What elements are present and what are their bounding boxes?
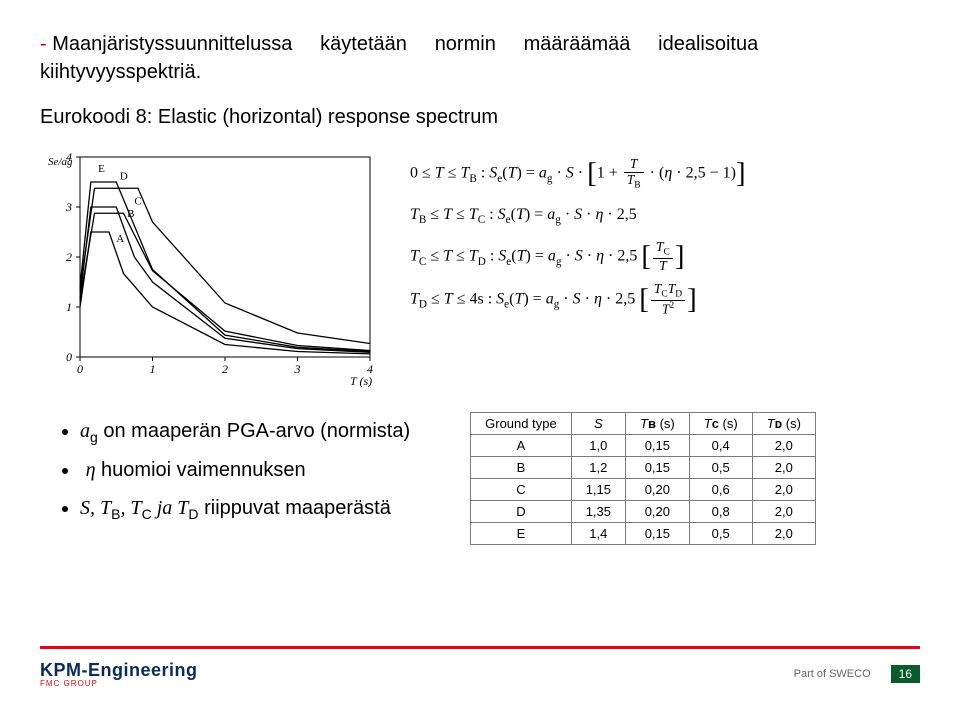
table-cell: 2,0 [752, 435, 815, 457]
table-header-row: Ground type S Tʙ (s) Tᴄ (s) Tᴅ (s) [471, 413, 816, 435]
table-cell: A [471, 435, 572, 457]
intro-line2: kiihtyvyysspektriä. [40, 61, 201, 83]
svg-text:D: D [120, 171, 128, 183]
table-row: B1,20,150,52,0 [471, 457, 816, 479]
table-cell: 0,20 [626, 479, 690, 501]
table-cell: 0,5 [689, 523, 752, 545]
bullet-list: ag on maaperän PGA-arvo (normista) η huo… [40, 412, 410, 527]
svg-text:2: 2 [222, 362, 228, 376]
content-row: 0123401234T (s)Se/agABCDE 0 ≤ T ≤ TB : S… [40, 147, 920, 387]
intro-w4: määräämää [524, 33, 631, 55]
intro-w2: käytetään [320, 33, 407, 55]
table-cell: 2,0 [752, 457, 815, 479]
svg-text:3: 3 [294, 362, 301, 376]
footer-right: Part of SWECO 16 [794, 665, 920, 683]
table-cell: B [471, 457, 572, 479]
svg-text:1: 1 [66, 300, 72, 314]
footer: KPM-Engineering FMC GROUP Part of SWECO … [0, 646, 960, 706]
table-cell: C [471, 479, 572, 501]
th-td: Tᴅ (s) [752, 413, 815, 435]
intro-dash: - [40, 33, 47, 55]
bullet-1: ag on maaperän PGA-arvo (normista) [80, 412, 410, 451]
table-cell: 1,2 [571, 457, 625, 479]
table-cell: 1,15 [571, 479, 625, 501]
ground-type-table: Ground type S Tʙ (s) Tᴄ (s) Tᴅ (s) A1,00… [470, 412, 816, 545]
equations-block: 0 ≤ T ≤ TB : Se(T) = ag · S · [1 + TTB ·… [410, 147, 920, 387]
logo: KPM-Engineering FMC GROUP [40, 660, 198, 688]
table-cell: 2,0 [752, 523, 815, 545]
th-ground: Ground type [471, 413, 572, 435]
th-tc: Tᴄ (s) [689, 413, 752, 435]
table-cell: D [471, 501, 572, 523]
equation-3: TC ≤ T ≤ TD : Se(T) = ag · S · η · 2,5 [… [410, 240, 920, 274]
intro-w3: normin [435, 33, 496, 55]
th-tb: Tʙ (s) [626, 413, 690, 435]
table-cell: 0,6 [689, 479, 752, 501]
equation-4: TD ≤ T ≤ 4s : Se(T) = ag · S · η · 2,5 [… [410, 282, 920, 318]
svg-text:3: 3 [65, 200, 72, 214]
table-cell: 2,0 [752, 501, 815, 523]
intro-w1: Maanjäristyssuunnittelussa [52, 33, 292, 55]
table-cell: 2,0 [752, 479, 815, 501]
footer-line [40, 646, 920, 649]
table-cell: 0,15 [626, 457, 690, 479]
table-row: C1,150,200,62,0 [471, 479, 816, 501]
part-of-text: Part of SWECO [794, 668, 871, 680]
svg-text:0: 0 [77, 362, 83, 376]
svg-text:0: 0 [66, 350, 72, 364]
svg-text:1: 1 [150, 362, 156, 376]
svg-text:C: C [134, 196, 141, 208]
table-cell: 0,4 [689, 435, 752, 457]
equation-2: TB ≤ T ≤ TC : Se(T) = ag · S · η · 2,5 [410, 199, 920, 232]
logo-sub: FMC GROUP [40, 679, 198, 688]
table-cell: E [471, 523, 572, 545]
subtitle: Eurokoodi 8: Elastic (horizontal) respon… [40, 106, 920, 129]
svg-text:2: 2 [66, 250, 72, 264]
lower-row: ag on maaperän PGA-arvo (normista) η huo… [40, 412, 920, 545]
svg-text:T (s): T (s) [350, 374, 372, 387]
table-cell: 0,5 [689, 457, 752, 479]
table-cell: 1,0 [571, 435, 625, 457]
table-cell: 0,20 [626, 501, 690, 523]
table-row: A1,00,150,42,0 [471, 435, 816, 457]
table-cell: 1,35 [571, 501, 625, 523]
table-cell: 0,8 [689, 501, 752, 523]
svg-text:A: A [116, 233, 124, 245]
intro-paragraph: - Maanjäristyssuunnittelussa käytetään n… [40, 30, 920, 86]
table-cell: 0,15 [626, 435, 690, 457]
bullet-3: S, TB, TC ja TD riippuvat maaperästä [80, 489, 410, 528]
th-s: S [571, 413, 625, 435]
svg-text:Se/ag: Se/ag [48, 156, 73, 168]
bullet-2: η huomioi vaimennuksen [80, 451, 410, 489]
table-cell: 0,15 [626, 523, 690, 545]
svg-text:E: E [98, 163, 105, 175]
page-number: 16 [891, 665, 920, 683]
equation-1: 0 ≤ T ≤ TB : Se(T) = ag · S · [1 + TTB ·… [410, 157, 920, 191]
logo-main: KPM-Engineering [40, 660, 198, 681]
response-spectrum-chart: 0123401234T (s)Se/agABCDE [40, 147, 380, 387]
intro-w5: idealisoitua [658, 33, 758, 55]
table-row: E1,40,150,52,0 [471, 523, 816, 545]
table-cell: 1,4 [571, 523, 625, 545]
table-row: D1,350,200,82,0 [471, 501, 816, 523]
